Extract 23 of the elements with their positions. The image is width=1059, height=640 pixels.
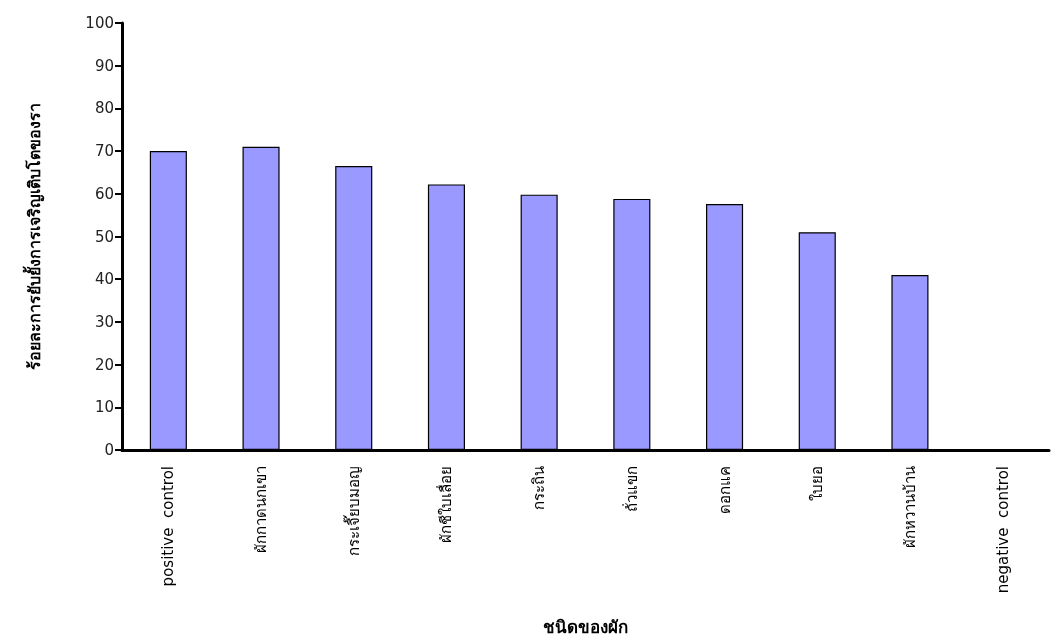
- x-tick-label: ใบยอ: [808, 466, 827, 501]
- x-tick-label: ดอกแค: [715, 466, 734, 514]
- y-tick-label: 20: [94, 355, 114, 374]
- y-tick-label: 50: [94, 227, 114, 246]
- x-tick-label: กระเจี๊ยบมอญ: [342, 466, 363, 556]
- x-axis-title: ชนิดของผัก: [543, 616, 628, 637]
- x-tick-label: ผักหวานบ้าน: [900, 466, 919, 548]
- x-tick-label: ถั่วแขก: [620, 466, 641, 512]
- y-tick-label: 70: [94, 142, 114, 161]
- y-axis-title: ร้อยละการยับยั้งการเจริญเติบโตของรา: [21, 103, 45, 370]
- y-tick-label: 90: [94, 56, 114, 75]
- x-tick-label: negative control: [993, 466, 1012, 594]
- x-tick-label: กระถิน: [530, 466, 549, 510]
- y-tick-label: 0: [104, 441, 114, 459]
- y-tick-label: 60: [94, 184, 114, 203]
- y-tick-label: 10: [94, 398, 114, 417]
- x-tick-label: ผักกาดนกเขา: [252, 466, 271, 553]
- y-tick-label: 100: [85, 14, 114, 32]
- y-tick-label: 80: [94, 99, 114, 118]
- x-tick-label: positive control: [159, 466, 178, 587]
- y-tick-label: 30: [94, 312, 114, 331]
- y-tick-label: 40: [94, 270, 114, 289]
- x-tick-label: ผักชีใบเลื่อย: [435, 466, 456, 543]
